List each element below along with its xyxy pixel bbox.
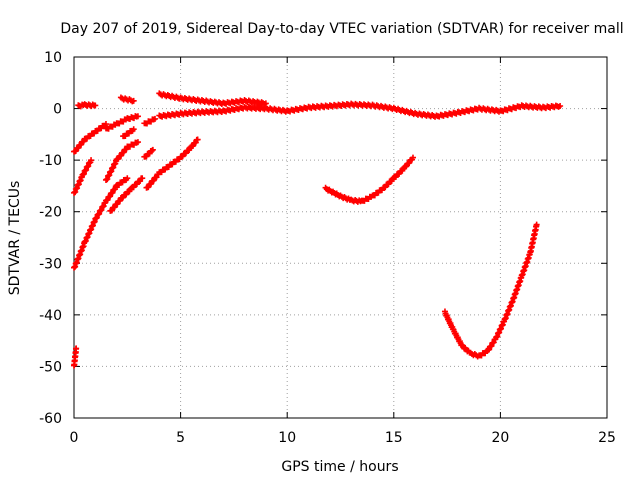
data-point-marker xyxy=(130,97,137,104)
x-tick-label: 0 xyxy=(70,430,79,446)
series-arc-7 xyxy=(117,94,136,105)
y-tick-label: 10 xyxy=(44,50,62,66)
y-tick-label: -10 xyxy=(39,153,62,169)
x-tick-label: 5 xyxy=(176,430,185,446)
x-tick-label: 15 xyxy=(385,430,403,446)
y-tick-label: -30 xyxy=(39,256,62,272)
series-arc-11 xyxy=(141,147,155,160)
y-tick-label: -20 xyxy=(39,205,62,221)
series-arc-15 xyxy=(156,90,268,108)
data-point-marker xyxy=(149,146,156,153)
series-arc-1 xyxy=(71,122,108,155)
data-point-marker xyxy=(124,175,131,182)
data-points xyxy=(71,90,564,369)
data-point-marker xyxy=(134,139,141,146)
axis-ticks: 0 5 10 15 20 25 10 0 -10 -20 -30 -40 -50 -60 xyxy=(39,50,616,446)
data-point-marker xyxy=(139,175,146,182)
series-arc-10 xyxy=(107,175,145,214)
series-arc-17 xyxy=(441,223,540,360)
data-point-marker xyxy=(533,221,540,228)
data-point-marker xyxy=(148,147,155,154)
y-tick-label: -40 xyxy=(39,308,62,324)
data-point-marker xyxy=(134,113,141,120)
data-point-marker xyxy=(92,102,99,109)
x-tick-label: 10 xyxy=(278,430,296,446)
grid-lines xyxy=(74,57,607,418)
series-arc-16 xyxy=(322,156,416,205)
x-tick-label: 20 xyxy=(491,430,509,446)
data-point-marker xyxy=(152,115,159,122)
series-arc-13 xyxy=(143,136,200,191)
data-point-marker xyxy=(130,126,137,133)
data-point-marker xyxy=(262,100,269,107)
series-arc-5 xyxy=(71,345,79,369)
series-arc-3 xyxy=(71,159,94,196)
chart-title: Day 207 of 2019, Sidereal Day-to-day VTE… xyxy=(60,21,623,37)
y-axis-label: SDTVAR / TECUs xyxy=(7,181,23,296)
x-axis-label: GPS time / hours xyxy=(281,459,398,475)
y-tick-label: 0 xyxy=(53,102,62,118)
series-arc-6 xyxy=(102,113,140,132)
data-point-marker xyxy=(409,154,416,161)
data-point-marker xyxy=(194,136,201,143)
data-point-marker xyxy=(88,157,95,164)
x-tick-label: 25 xyxy=(598,430,616,446)
series-arc-14 xyxy=(156,100,562,120)
data-point-marker xyxy=(73,345,80,352)
series-arc-4 xyxy=(71,176,130,271)
y-tick-label: -60 xyxy=(39,411,62,427)
series-arc-9 xyxy=(102,139,140,183)
data-point-marker xyxy=(557,102,564,109)
y-tick-label: -50 xyxy=(39,359,62,375)
plot-frame xyxy=(73,56,608,419)
